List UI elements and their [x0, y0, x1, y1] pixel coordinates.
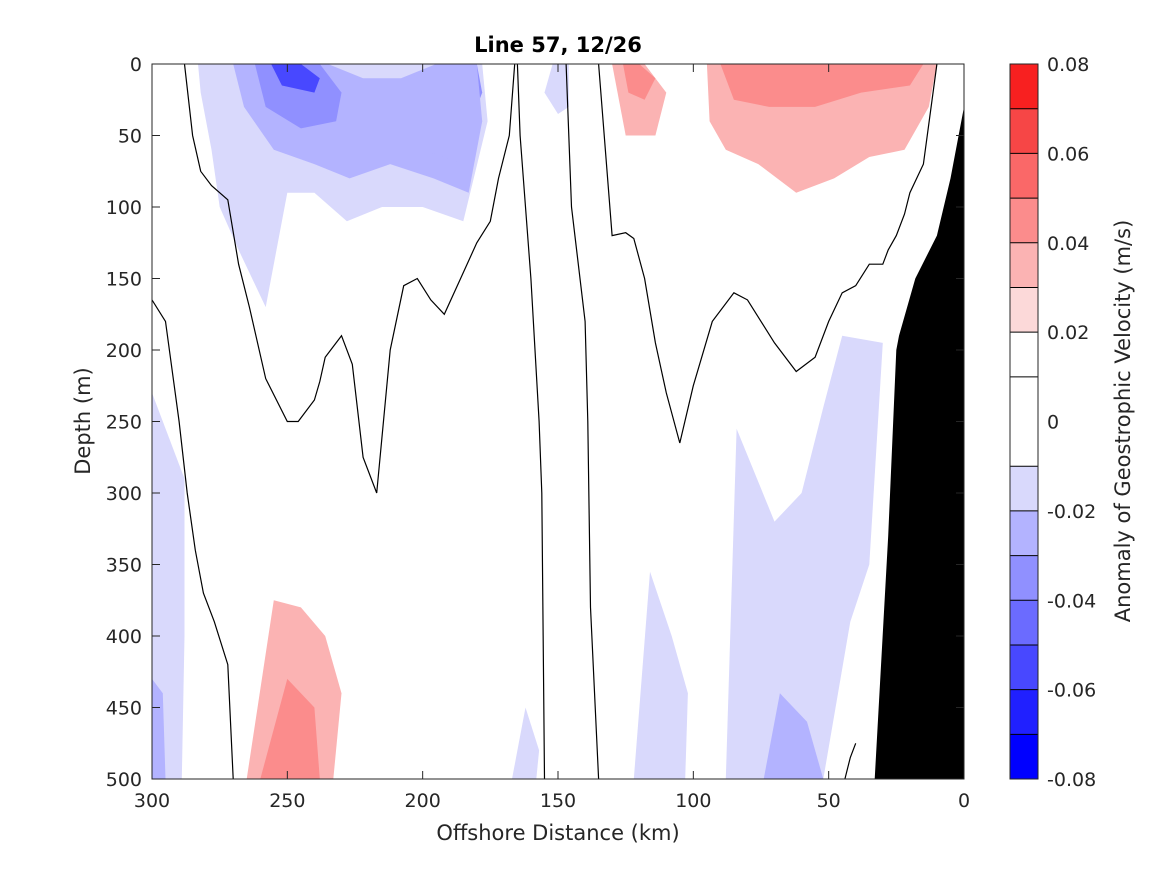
contour-region [409, 64, 483, 165]
zero-contour-line [565, 64, 600, 779]
x-axis-label: Offshore Distance (km) [436, 821, 679, 845]
colorbar-swatch [1010, 153, 1038, 199]
y-axis-label: Depth (m) [71, 367, 95, 474]
y-tick-label: 300 [106, 483, 142, 505]
contour-region [503, 64, 526, 93]
x-tick-label: 250 [269, 790, 305, 812]
colorbar-frame [1009, 63, 1039, 780]
x-tick-label: 150 [540, 790, 576, 812]
zero-contour-line [152, 299, 234, 779]
colorbar-tick-label: -0.06 [1047, 680, 1096, 702]
colorbar-tick-label: 0 [1047, 412, 1059, 434]
zero-contour-line [844, 743, 857, 779]
y-tick-label: 350 [106, 555, 142, 577]
colorbar-swatch [1010, 287, 1038, 333]
colorbar-swatch [1010, 64, 1038, 109]
y-tick-label: 450 [106, 698, 142, 720]
contour-region [152, 64, 234, 308]
colorbar-tick-label: -0.08 [1047, 769, 1096, 791]
colorbar-swatch [1010, 689, 1038, 735]
colorbar-tick-label: -0.04 [1047, 590, 1096, 612]
contour-region [623, 64, 656, 100]
colorbar-tick-label: 0.02 [1047, 322, 1089, 344]
contour-region [271, 64, 320, 93]
y-tick-label: 0 [130, 54, 142, 76]
bathymetry-seafloor [874, 106, 964, 779]
contour-region [720, 64, 924, 107]
colorbar-swatch [1010, 734, 1038, 779]
colorbar-swatch [1010, 242, 1038, 288]
zero-contour-layer [152, 64, 938, 779]
x-tick-label: 100 [675, 790, 711, 812]
y-tick-label: 100 [106, 197, 142, 219]
colorbar-tick-label: 0.04 [1047, 233, 1089, 255]
colorbar-swatch [1010, 198, 1038, 243]
contour-region [152, 678, 166, 779]
x-tick-label: 0 [958, 790, 970, 812]
contour-region [725, 335, 883, 779]
contour-region [254, 678, 320, 779]
colorbar-tick-label: 0.08 [1047, 54, 1089, 76]
contour-region [758, 693, 824, 779]
contour-region [512, 707, 540, 779]
colorbar-swatch [1010, 510, 1038, 556]
chart-title: Line 57, 12/26 [474, 33, 642, 57]
colorbar-swatch [1010, 332, 1038, 377]
colorbar-swatch [1010, 466, 1038, 511]
x-tick-label: 200 [405, 790, 441, 812]
zero-contour-line [183, 64, 516, 494]
colorbar-swatch [1010, 600, 1038, 645]
colorbar-tick-label: -0.02 [1047, 501, 1096, 523]
colorbar-label: Anomaly of Geostrophic Velocity (m/s) [1111, 220, 1135, 623]
contour-region [633, 571, 688, 779]
contour-region [544, 64, 569, 114]
y-tick-label: 500 [106, 769, 142, 791]
y-tick-label: 50 [118, 126, 142, 148]
x-tick-label: 300 [134, 790, 170, 812]
y-tick-label: 400 [106, 626, 142, 648]
colorbar: 0.08 0.06 0.04 0.02 0 -0.02 -0.04 -0.06 -0.08 [1009, 54, 1096, 791]
contour-region [152, 392, 185, 779]
zero-contour-line [516, 64, 546, 779]
colorbar-swatch [1010, 644, 1038, 690]
colorbar-swatch [1010, 376, 1038, 467]
zero-contour-line [598, 64, 938, 444]
y-tick-label: 200 [106, 340, 142, 362]
y-axis: 0 50 100 150 200 250 300 350 400 450 500 [106, 54, 964, 791]
colorbar-swatch [1010, 555, 1038, 601]
contour-fill-layer [152, 64, 943, 779]
y-tick-label: 150 [106, 269, 142, 291]
x-axis: 300 250 200 150 100 50 0 [134, 64, 970, 812]
colorbar-swatch [1010, 108, 1038, 154]
y-tick-label: 250 [106, 412, 142, 434]
contour-region [254, 64, 342, 129]
x-tick-label: 50 [817, 790, 841, 812]
colorbar-tick-label: 0.06 [1047, 143, 1089, 165]
bathymetry-layer [874, 106, 964, 779]
